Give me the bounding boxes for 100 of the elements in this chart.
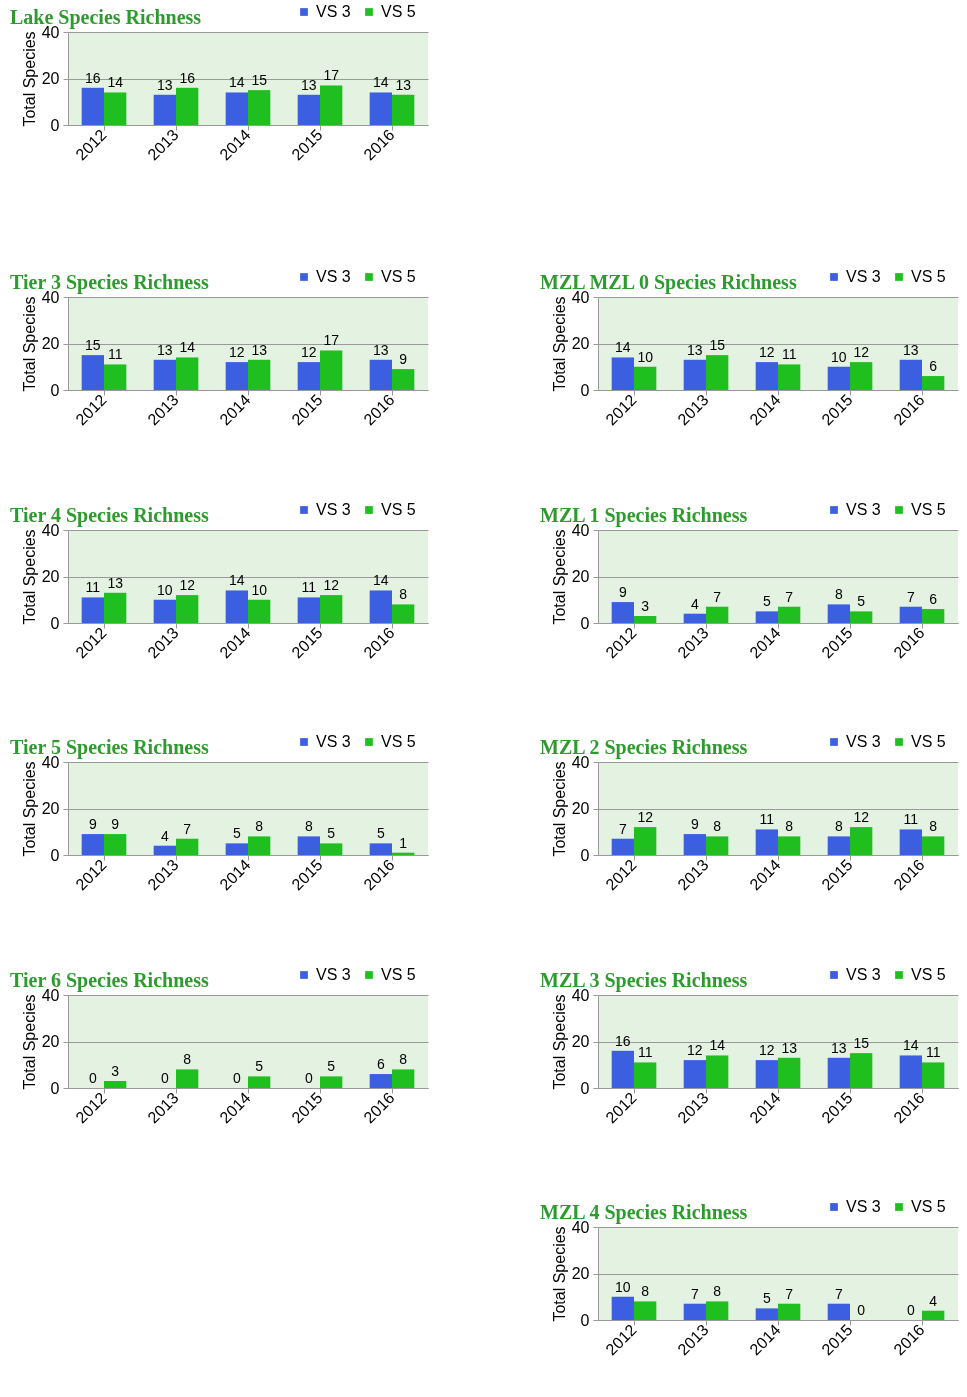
bar [104, 592, 127, 623]
bar [369, 1074, 392, 1088]
y-axis-title: Total Species [20, 529, 38, 625]
data-label: 3 [111, 1063, 120, 1080]
bar [81, 597, 104, 623]
y-tick-label: 0 [50, 846, 60, 864]
y-axis-title: Total Species [20, 994, 38, 1090]
y-tick-label: 20 [41, 800, 60, 817]
y-axis-title: Total Species [20, 31, 38, 127]
data-label: 0 [88, 1070, 97, 1086]
bar [850, 362, 873, 390]
bar [611, 602, 634, 623]
y-tick-label: 20 [41, 568, 60, 585]
bar [176, 838, 199, 855]
bar [755, 611, 778, 623]
data-label: 14 [903, 1037, 919, 1054]
y-tick-label: 20 [571, 335, 590, 352]
data-label: 9 [618, 584, 627, 601]
data-label: 12 [759, 344, 775, 361]
data-label: 11 [107, 346, 123, 363]
data-label: 8 [304, 818, 313, 835]
y-axis-title: Total Species [550, 994, 568, 1090]
data-label: 5 [255, 1058, 264, 1075]
data-label: 15 [85, 337, 101, 354]
y-tick-label: 0 [50, 381, 60, 399]
bar [225, 92, 248, 125]
bar [176, 87, 199, 125]
bar [922, 1310, 945, 1320]
data-label: 9 [88, 816, 97, 833]
data-label: 8 [399, 1051, 408, 1068]
y-tick-label: 0 [580, 381, 590, 399]
data-label: 4 [929, 1292, 938, 1309]
legend-label: VS 3 [846, 733, 881, 750]
bar [683, 613, 706, 623]
y-axis-title: Total Species [550, 529, 568, 625]
bar [153, 845, 176, 855]
bar [297, 94, 320, 125]
data-label: 12 [179, 577, 196, 594]
data-label: 10 [831, 348, 847, 365]
bar [922, 376, 945, 390]
legend-label: VS 3 [316, 966, 351, 983]
data-label: 6 [376, 1056, 385, 1073]
data-label: 9 [690, 816, 699, 833]
data-label: 16 [85, 69, 101, 86]
data-label: 8 [929, 818, 938, 835]
bar [248, 359, 271, 390]
bar [899, 359, 922, 390]
bar [176, 1069, 199, 1088]
bar [369, 843, 392, 855]
data-label: 14 [229, 74, 245, 91]
data-label: 14 [229, 572, 245, 589]
data-label: 17 [323, 67, 340, 84]
data-label: 13 [373, 341, 389, 358]
y-tick-label: 20 [571, 1033, 590, 1050]
data-label: 13 [687, 341, 703, 358]
bar [706, 606, 729, 623]
bar [850, 1053, 873, 1088]
bar [755, 1308, 778, 1320]
data-label: 16 [615, 1032, 631, 1049]
data-label: 0 [857, 1302, 866, 1318]
legend-label: VS 3 [316, 733, 351, 750]
y-axis-title: Total Species [550, 1226, 568, 1322]
data-label: 13 [157, 76, 173, 93]
bar [248, 1076, 271, 1088]
bar [297, 362, 320, 390]
bar [369, 590, 392, 623]
bar [369, 92, 392, 125]
legend-label: VS 5 [381, 268, 416, 285]
data-label: 8 [399, 586, 408, 603]
bar [392, 94, 415, 125]
bar [320, 595, 343, 623]
bar [81, 87, 104, 125]
data-label: 7 [785, 1285, 794, 1302]
y-tick-label: 20 [41, 1033, 60, 1050]
data-label: 6 [929, 591, 938, 608]
bar [153, 359, 176, 390]
bar [827, 1057, 850, 1088]
data-label: 5 [327, 1058, 336, 1075]
bar [683, 834, 706, 855]
data-label: 1 [399, 834, 408, 851]
data-label: 14 [373, 74, 389, 91]
bar [755, 1060, 778, 1088]
data-label: 11 [301, 579, 317, 596]
y-tick-label: 0 [580, 1311, 590, 1329]
data-label: 7 [785, 588, 794, 605]
data-label: 7 [690, 1285, 699, 1302]
data-label: 13 [301, 76, 317, 93]
bar [778, 1303, 801, 1320]
bar [81, 834, 104, 855]
legend-label: VS 3 [846, 501, 881, 518]
bar [611, 1296, 634, 1320]
bar [706, 1301, 729, 1320]
bar [320, 1076, 343, 1088]
bar [320, 843, 343, 855]
bar [755, 362, 778, 390]
bar [706, 355, 729, 390]
y-tick-label: 0 [50, 614, 60, 632]
legend-label: VS 3 [846, 1198, 881, 1215]
bar [248, 90, 271, 125]
data-label: 4 [160, 827, 169, 844]
